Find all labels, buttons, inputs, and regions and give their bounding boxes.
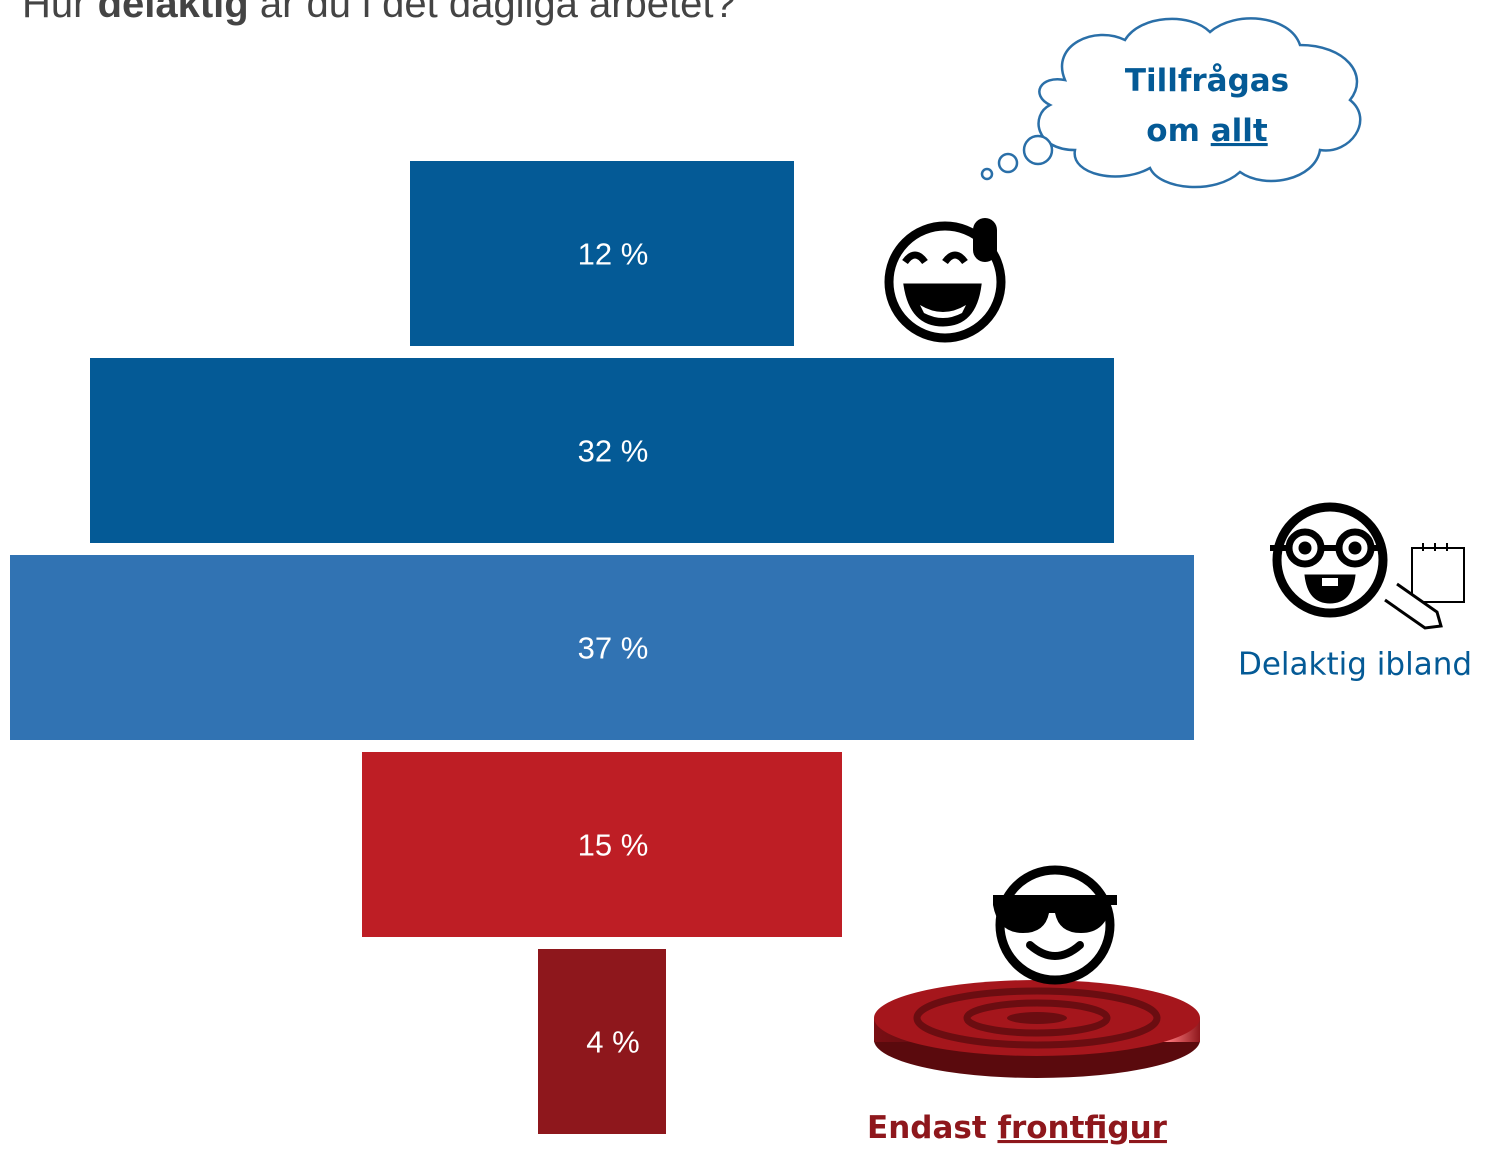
- thought-cloud: [982, 18, 1360, 187]
- chart-title: Hur delaktig är du i det dagliga arbetet…: [22, 0, 736, 26]
- annotation: Tillfrågas: [1125, 63, 1289, 99]
- title-part: är du i det dagliga arbetet?: [249, 0, 736, 26]
- title-part: Hur: [22, 0, 98, 26]
- value-label: 37 %: [578, 631, 649, 666]
- annotation: Endast frontfigur: [867, 1110, 1168, 1146]
- annotation-part: om: [1146, 113, 1210, 149]
- value-label: 32 %: [578, 434, 649, 469]
- emoji-nerd: [1270, 507, 1464, 628]
- annotation-part: frontfigur: [997, 1110, 1167, 1146]
- annotation: om allt: [1146, 113, 1268, 149]
- title-part: delaktig: [98, 0, 249, 26]
- value-label: 4 %: [586, 1025, 639, 1060]
- annotation-part: Endast: [867, 1110, 997, 1146]
- emoji-cool: [874, 870, 1200, 1078]
- annotation: Delaktig ibland: [1238, 647, 1472, 683]
- value-label: 15 %: [578, 828, 649, 863]
- annotation-part: Tillfrågas: [1125, 63, 1289, 99]
- value-label: 12 %: [578, 237, 649, 272]
- chart: Hur delaktig är du i det dagliga arbetet…: [0, 0, 1491, 1151]
- emoji-happy: [889, 218, 1001, 338]
- annotation-part: allt: [1211, 113, 1268, 149]
